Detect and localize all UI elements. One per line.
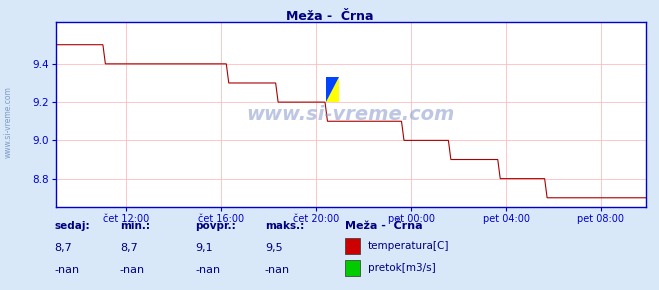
Text: temperatura[C]: temperatura[C] — [368, 241, 449, 251]
Text: www.si-vreme.com: www.si-vreme.com — [246, 105, 455, 124]
Text: 8,7: 8,7 — [55, 243, 72, 253]
Polygon shape — [326, 77, 339, 102]
Text: -nan: -nan — [120, 264, 145, 275]
Text: www.si-vreme.com: www.si-vreme.com — [4, 86, 13, 158]
Text: 9,1: 9,1 — [195, 243, 213, 253]
Text: -nan: -nan — [195, 264, 220, 275]
Text: Meža -  Črna: Meža - Črna — [345, 221, 423, 231]
Polygon shape — [326, 77, 339, 102]
Text: pretok[m3/s]: pretok[m3/s] — [368, 262, 436, 273]
Text: povpr.:: povpr.: — [195, 221, 236, 231]
Text: min.:: min.: — [120, 221, 150, 231]
Text: maks.:: maks.: — [265, 221, 304, 231]
Text: 9,5: 9,5 — [265, 243, 283, 253]
Text: sedaj:: sedaj: — [55, 221, 90, 231]
Text: -nan: -nan — [55, 264, 80, 275]
Text: -nan: -nan — [265, 264, 290, 275]
Text: 8,7: 8,7 — [120, 243, 138, 253]
Text: Meža -  Črna: Meža - Črna — [286, 10, 373, 23]
